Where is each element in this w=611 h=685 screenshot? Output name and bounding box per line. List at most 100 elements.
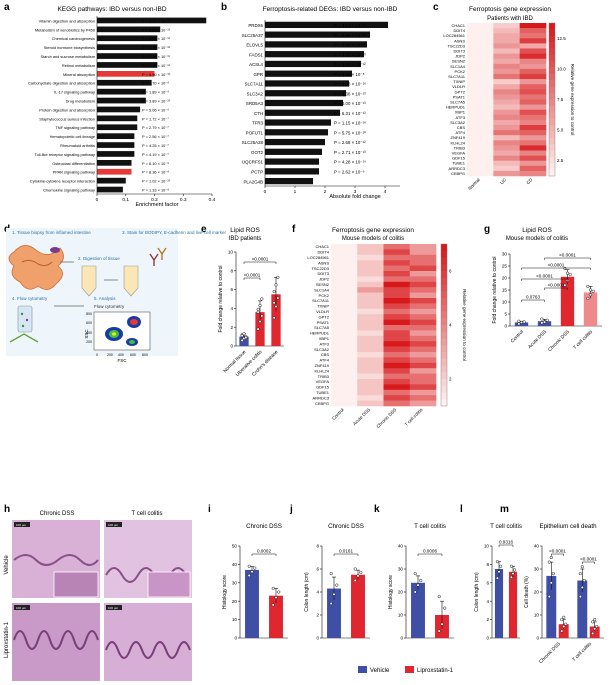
panel-m-significance-bracket [582,561,595,564]
step4-label: 4. Flow cytometry [12,296,48,301]
cell-dot [21,324,25,328]
panel-a-category-label: Chemokine signaling pathway [43,188,95,193]
panel-b-letter: b [221,2,227,13]
panel-f-cell [331,335,358,342]
panel-f-cell [383,281,411,288]
panel-f-cell [409,319,437,326]
panel-c-cell [467,68,494,75]
panel-c-colorbar-segment [549,105,555,113]
panel-f-colorbar-segment [441,345,447,353]
panel-f-cell [331,244,358,250]
panel-m-title: Epithelium cell death [539,523,597,530]
tissue-texture [13,554,99,566]
panel-g-data-point [545,318,549,322]
scale-bar [14,605,30,610]
panel-f-colorbar-segment [441,298,447,306]
panel-e-bar [255,312,265,346]
panel-e-data-point [272,301,276,305]
panel-g-category-label: Acute DSS [527,329,548,350]
panel-k-y-axis-label: Histology score [388,575,394,609]
panel-e-data-point [242,332,246,336]
panel-j-y-tick-label: 8 [316,544,319,549]
panel-g-data-point [517,322,521,326]
scale-bar-label: 100 μm [16,523,27,527]
panel-e-p-value: <0.0001 [244,273,261,278]
panel-f-colorbar-tick: 4 [449,323,452,328]
panel-f-cell [409,260,437,266]
cytometer-icon [17,305,33,333]
panel-k-data-point [443,606,447,610]
panel-m-data-point [578,572,582,576]
panel-c-colorbar-segment [549,118,555,126]
panel-b-category-label: PRDX6 [248,23,263,28]
panel-b-pvalue: P = 4.36 × 10⁻¹³ [334,91,366,96]
panel-f-cell [357,400,384,407]
panel-c-cell [493,74,520,80]
biopsy-sample [50,247,60,253]
panel-c-colorbar-tick: 10.0 [557,66,566,71]
panel-f-cell [331,395,358,401]
panel-f-cell [383,389,411,396]
panel-c-colorbar-segment [549,54,555,62]
panel-c-gene-label: XBP1 [455,110,466,115]
panel-f-cell [331,260,358,266]
panel-a-pvalue: P = 3.89 × 10⁻¹⁰ [142,99,171,104]
panel-f-cell [331,346,358,353]
legend-swatch-vehicle [358,666,367,673]
panel-l-p-value: 0.9316 [499,540,513,545]
panel-j-data-point [353,578,357,583]
panel-g-data-point [568,272,572,276]
panel-g-subtitle: Mouse models of colitis [506,236,568,242]
cell-dot [20,312,24,316]
panel-f-cell [383,271,411,277]
panel-c-gene-label: JDP2 [455,54,466,59]
panel-c-gene-label: SLC7A5 [450,99,466,104]
panel-g-bar [583,292,598,326]
panel-c-cell [519,155,547,161]
legend-label-lipro: Liproxstatin-1 [417,668,454,674]
panel-c-cell [493,109,520,116]
panel-f-cell [383,249,411,256]
panel-b-bar [265,138,325,146]
panel-c-cell [467,104,494,110]
panel-l-bar [494,569,504,638]
panel-g-letter: g [484,224,490,235]
panel-f-cell [357,319,384,326]
panel-l-significance-bracket [498,544,514,547]
panel-a-bar [97,26,161,33]
panel-a-category-label: Hematopoietic cell lineage [50,134,95,139]
panel-c-cell [467,170,494,177]
panel-c-cell [493,165,520,172]
panel-f-cell [409,249,437,256]
panel-c-cell [493,155,520,161]
panel-c-cell [467,28,494,34]
panel-a-category-label: Osteoclast differentiation [52,161,95,166]
panel-b-bar [265,177,313,185]
panel-c-cell [519,150,547,156]
panel-c-colorbar-segment [549,67,555,75]
panel-c-gene-label: PCK2 [455,69,466,74]
panel-e-y-tick-label: 2 [230,325,233,330]
panel-i-y-tick-label: 20 [232,599,238,604]
panel-c-cell [519,48,547,54]
panel-c-gene-label: CHAC1 [451,23,465,28]
panel-c-colorbar-segment [549,29,555,37]
panel-j-significance-bracket [333,553,359,556]
panel-c-cell [467,58,494,65]
panel-m-data-point [547,560,551,564]
panel-f-cell [409,325,437,331]
panel-g-data-point [563,283,567,287]
panel-k-y-tick-label: 40 [398,544,404,549]
panel-f-gene-label: VEGFA [316,379,330,384]
panel-h-col2: T cell colitis [132,511,163,517]
panel-a-category-label: Starch and sucrose metabolism [41,54,96,59]
panel-f-cell [383,368,411,374]
panel-c-cell [519,135,547,141]
panel-c-gene-label: GPT2 [455,89,466,94]
panel-l-data-point [509,564,513,568]
panel-g-data-point [540,321,544,325]
panel-a-x-tick-label: 0 [96,197,99,203]
panel-a-category-label: Protein digestion and absorption [39,107,95,112]
panel-c-cell [493,53,520,59]
panel-c-cell [493,38,520,44]
